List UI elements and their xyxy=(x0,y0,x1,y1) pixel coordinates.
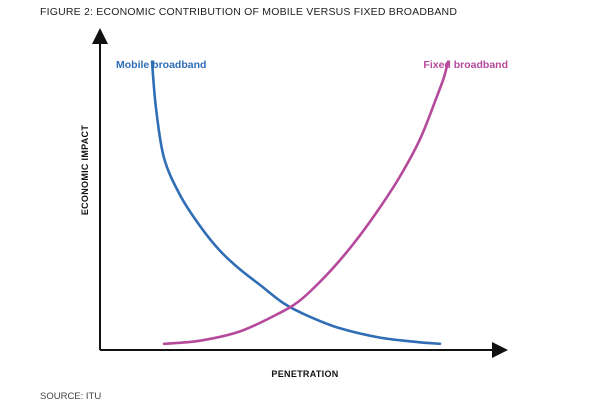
mobile-broadband-label: Mobile broadband xyxy=(116,59,206,71)
source-note: SOURCE: ITU xyxy=(40,391,102,402)
y-axis-label: ECONOMIC IMPACT xyxy=(80,125,90,216)
chart-title: FIGURE 2: ECONOMIC CONTRIBUTION OF MOBIL… xyxy=(40,6,458,18)
fixed-broadband-line xyxy=(162,60,450,346)
fixed-broadband-label: Fixed broadband xyxy=(423,59,508,71)
mobile-broadband-line xyxy=(150,60,442,346)
x-axis-label: PENETRATION xyxy=(271,369,338,379)
